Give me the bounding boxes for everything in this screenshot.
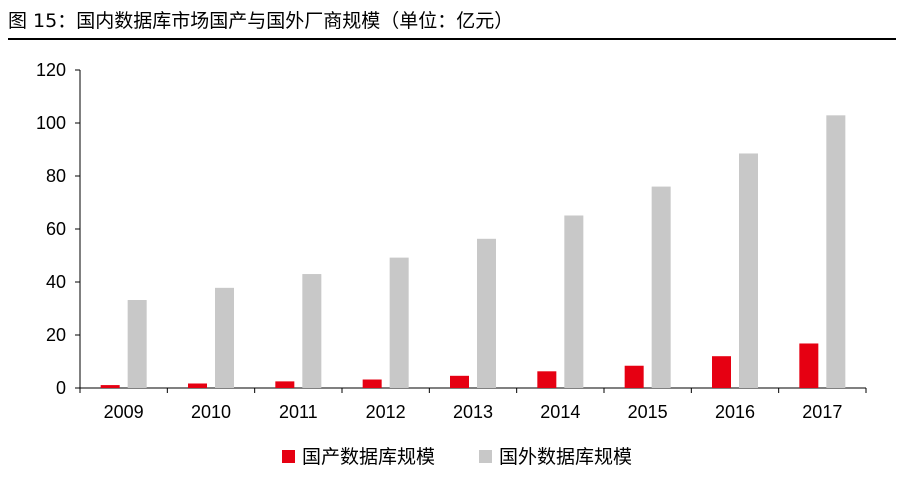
legend-item-domestic: 国产数据库规模 (282, 446, 435, 468)
chart-legend: 国产数据库规模 国外数据库规模 (282, 446, 632, 468)
foreign-bar (651, 186, 671, 388)
legend-swatch (479, 450, 492, 463)
foreign-bar (564, 215, 584, 388)
y-tick-label: 80 (46, 166, 66, 186)
x-tick-label: 2014 (540, 402, 580, 422)
foreign-bar (826, 115, 846, 388)
domestic-bar (275, 381, 295, 388)
title-underline (8, 38, 896, 40)
y-axis-labels: 0 20 40 60 80 100 120 (36, 60, 66, 398)
x-tick-label: 2015 (628, 402, 668, 422)
x-tick-label: 2010 (191, 402, 231, 422)
chart-title: 图 15：国内数据库市场国产与国外厂商规模（单位：亿元） (8, 10, 514, 32)
foreign-bar (215, 287, 234, 388)
domestic-bar (362, 379, 382, 388)
y-tick-label: 100 (36, 113, 66, 133)
legend-label: 国产数据库规模 (302, 446, 435, 468)
domestic-bar (100, 385, 120, 388)
chart-bars (100, 115, 846, 388)
foreign-bar (739, 153, 758, 388)
foreign-bar (127, 300, 147, 388)
y-tick-label: 40 (46, 272, 66, 292)
chart-title-row: 图 15：国内数据库市场国产与国外厂商规模（单位：亿元） (8, 6, 898, 36)
y-tick-label: 20 (46, 325, 66, 345)
domestic-bar (624, 365, 644, 388)
x-tick-label: 2012 (366, 402, 406, 422)
y-tick-label: 120 (36, 60, 66, 80)
domestic-bar (799, 343, 819, 388)
y-tick-label: 60 (46, 219, 66, 239)
foreign-bar (302, 274, 322, 388)
domestic-bar (450, 375, 469, 388)
legend-item-foreign: 国外数据库规模 (479, 446, 632, 468)
x-tick-label: 2011 (279, 402, 318, 422)
x-tick-label: 2009 (104, 402, 144, 422)
foreign-bar (389, 257, 409, 388)
domestic-bar (188, 383, 207, 388)
x-tick-label: 2017 (802, 402, 842, 422)
foreign-bar (477, 238, 496, 388)
y-tick-label: 0 (56, 378, 66, 398)
domestic-bar (537, 371, 557, 388)
x-tick-label: 2013 (453, 402, 493, 422)
chart-axes (75, 69, 867, 393)
legend-label: 国外数据库规模 (499, 446, 632, 468)
legend-swatch (282, 450, 295, 463)
domestic-bar (712, 356, 731, 388)
x-tick-label: 2016 (715, 402, 755, 422)
x-axis-labels: 2009 2010 2011 2012 2013 2014 2015 2016 2017 (104, 402, 843, 422)
